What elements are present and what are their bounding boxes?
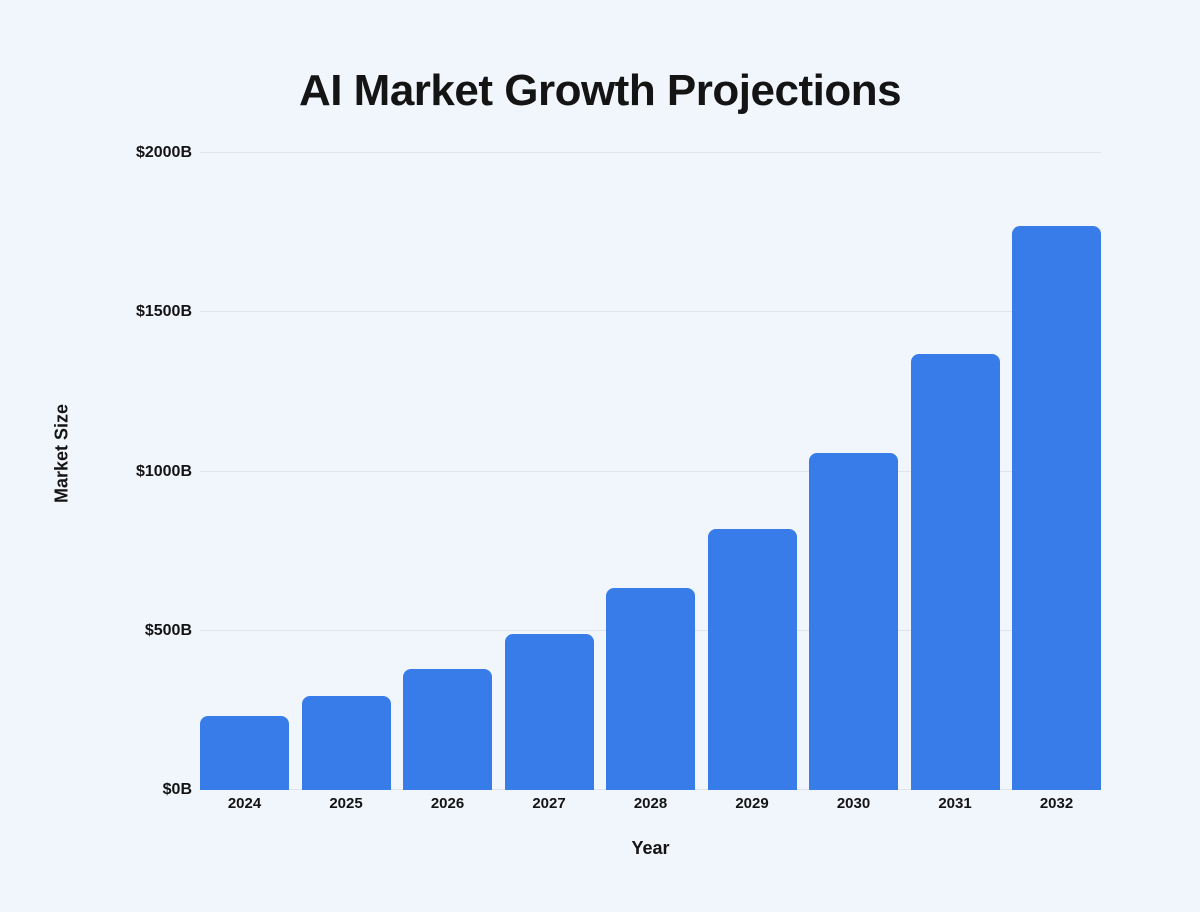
bar-2024 (200, 715, 289, 790)
y-tick-label: $1000B (135, 462, 192, 480)
bar-2030 (809, 452, 898, 790)
gridline-1500 (200, 311, 1101, 313)
bar-2027 (504, 633, 594, 790)
bar-2029 (707, 528, 797, 790)
y-tick-label: $1500B (135, 303, 192, 321)
plot-area (200, 152, 1101, 790)
x-tick-label-2027: 2027 (532, 795, 566, 812)
x-tick-label-2026: 2026 (430, 795, 465, 812)
x-tick-label-2032: 2032 (1039, 795, 1074, 812)
bar-2032 (1012, 225, 1101, 790)
bar-2028 (606, 588, 695, 790)
y-tick-label: $0B (162, 781, 192, 798)
y-tick-label: $500B (144, 621, 192, 639)
x-tick-label-2029: 2029 (735, 795, 769, 812)
y-tick-label: $2000B (135, 144, 192, 161)
bar-2026 (403, 668, 492, 790)
x-tick-label-2024: 2024 (227, 795, 262, 812)
x-tick-label-2031: 2031 (938, 795, 972, 812)
x-tick-label-2030: 2030 (836, 795, 871, 812)
gridline-1000 (200, 470, 1101, 472)
bar-2031 (910, 354, 1000, 790)
x-tick-label-2025: 2025 (329, 795, 363, 812)
y-axis-tick-labels: $0B $500B $1000B $1500B $2000B (0, 144, 192, 798)
x-axis-tick-labels: 2024 2025 2026 2027 2028 2029 2030 2031 2032 (200, 795, 1101, 815)
chart-title: AI Market Growth Projections (298, 66, 902, 115)
x-tick-label-2028: 2028 (633, 795, 668, 812)
x-axis-title: Year (631, 838, 670, 858)
bar-2025 (301, 696, 391, 790)
gridline-2000 (200, 152, 1101, 153)
